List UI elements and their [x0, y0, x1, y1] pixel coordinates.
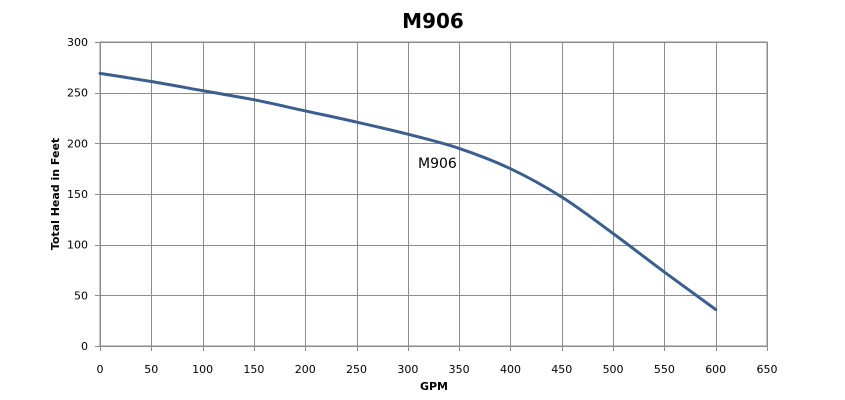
y-axis-title: Total Head in Feet [49, 138, 62, 250]
y-axis-tick-labels: 0 50 100 150 200 250 300 [67, 36, 88, 353]
chart-title: M906 [402, 9, 464, 33]
x-tick-label-100: 100 [192, 363, 213, 376]
series-label-m906: M906 [418, 156, 457, 172]
y-tick-label-200: 200 [67, 137, 88, 150]
x-tick-label-300: 300 [397, 363, 418, 376]
y-tick-label-100: 100 [67, 239, 88, 252]
x-tick-label-400: 400 [500, 363, 521, 376]
x-tick-label-0: 0 [97, 363, 104, 376]
x-tick-label-450: 450 [551, 363, 572, 376]
series-layer [98, 71, 718, 312]
series-line-m906 [98, 71, 718, 312]
x-tick-label-350: 350 [449, 363, 470, 376]
tick-marks [95, 42, 768, 351]
x-tick-label-250: 250 [346, 363, 367, 376]
y-tick-label-250: 250 [67, 87, 88, 100]
x-tick-label-150: 150 [243, 363, 264, 376]
x-tick-label-600: 600 [705, 363, 726, 376]
x-tick-label-500: 500 [603, 363, 624, 376]
x-axis-tick-labels: 0 50 100 150 200 250 300 350 400 450 500 550 600 650 [97, 363, 778, 376]
x-axis-title: GPM [420, 380, 448, 393]
y-tick-label-0: 0 [81, 340, 88, 353]
grid-lines [100, 42, 768, 347]
y-tick-label-300: 300 [67, 36, 88, 49]
x-tick-label-650: 650 [757, 363, 778, 376]
x-tick-label-550: 550 [654, 363, 675, 376]
x-tick-label-200: 200 [295, 363, 316, 376]
y-tick-label-150: 150 [67, 188, 88, 201]
y-tick-label-50: 50 [74, 289, 88, 302]
x-tick-label-50: 50 [144, 363, 158, 376]
